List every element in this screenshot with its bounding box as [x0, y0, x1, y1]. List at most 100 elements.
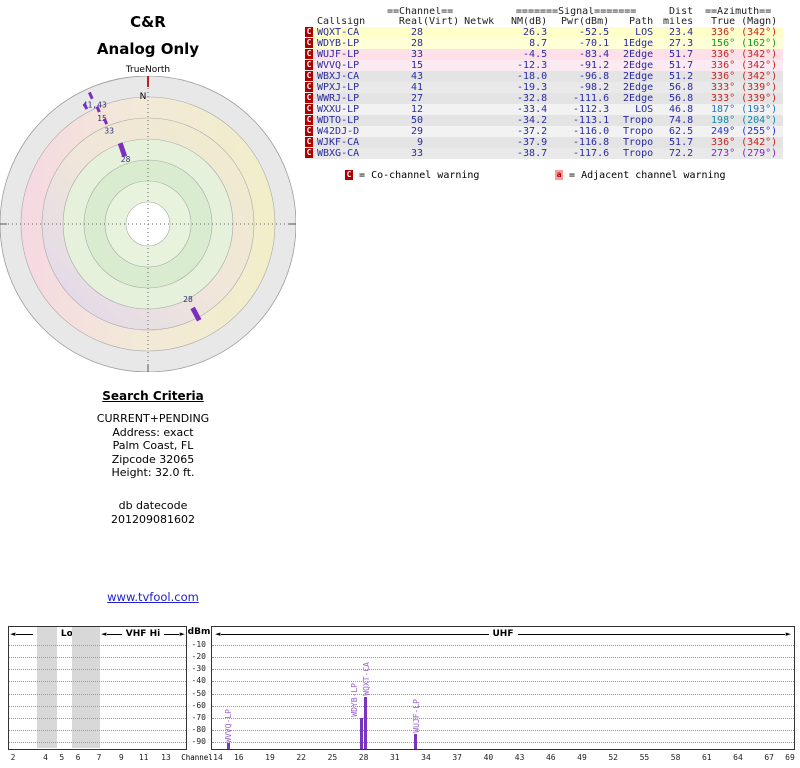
gridline: [9, 729, 186, 731]
vhf-hi-range-arrow: ◄ VHF Hi ►: [101, 628, 185, 640]
channel-tick-label: 11: [138, 753, 149, 762]
col-pwr: Pwr(dBm): [560, 17, 610, 27]
cell-true: 333°: [711, 93, 736, 104]
cell-real: 33: [410, 148, 423, 159]
cell-magn: (339°): [741, 93, 778, 104]
radar-markers: 41,43 15 33 28 28: [83, 91, 202, 322]
cell-true: 187°: [711, 104, 736, 115]
co-channel-warning-icon: C: [305, 27, 313, 37]
cell-path: Tropo: [623, 148, 654, 159]
cell-magn: (204°): [741, 115, 778, 126]
y-axis-tick-label: -90: [191, 737, 206, 746]
table-row: C WDTO-LP 50 -34.2 -113.1 Tropo 74.8 198° (204°): [305, 115, 784, 126]
cell-pwr: -98.2: [579, 82, 610, 93]
cell-real: 28: [410, 27, 423, 38]
station-marker-label: 28: [183, 295, 193, 304]
cell-path: LOS: [635, 104, 654, 115]
station-marker: [95, 105, 101, 113]
cell-warn: C: [305, 115, 317, 126]
arrow-left-icon: ◄: [215, 630, 221, 638]
cell-true: 249°: [711, 126, 736, 137]
azimuth-radar-plot: N 41,43 15 33 28 28: [0, 75, 297, 373]
search-criteria-block: Search Criteria CURRENT+PENDING Address:…: [8, 389, 298, 480]
cell-magn: (342°): [741, 71, 778, 82]
cell-path: Tropo: [623, 137, 654, 148]
co-channel-warning-icon: C: [305, 49, 313, 59]
co-channel-warning-icon: C: [305, 104, 313, 114]
signal-bar-callsign-label: WVVQ-LP: [224, 708, 234, 743]
table-row: C W42DJ-D 29 -37.2 -116.0 Tropo 62.5 249° (255°): [305, 126, 784, 137]
table-row: C WBXG-CA 33 -38.7 -117.6 Tropo 72.2 273° (279°): [305, 148, 784, 159]
cell-miles: 23.4: [669, 27, 694, 38]
cell-miles: 51.2: [669, 71, 694, 82]
gridline: [9, 693, 186, 695]
gridline: [9, 669, 186, 671]
cell-pwr: -113.1: [573, 115, 610, 126]
cell-nm: -19.3: [517, 82, 548, 93]
cell-miles: 27.3: [669, 38, 694, 49]
channel-tick-label: 34: [421, 753, 431, 762]
cell-warn: C: [305, 126, 317, 137]
co-channel-warning-icon: C: [305, 71, 313, 81]
station-marker: [88, 91, 94, 100]
gridline: [212, 681, 794, 683]
cell-magn: (342°): [741, 60, 778, 71]
col-callsign: Callsign: [317, 17, 366, 27]
channel-tick-label: 19: [265, 753, 275, 762]
cell-nm: -32.8: [517, 93, 548, 104]
cell-pwr: -52.5: [579, 27, 610, 38]
y-axis-tick-label: -20: [191, 652, 206, 662]
channel-tick-label: 43: [514, 753, 525, 762]
station-marker: [102, 118, 109, 125]
cell-callsign: WJKF-CA: [317, 137, 360, 148]
cell-pwr: -83.4: [579, 49, 610, 60]
table-group-header-row: ==Channel== =======Signal======= Dist ==…: [305, 7, 783, 17]
station-marker-label: 15: [97, 114, 107, 123]
cell-nm: -18.0: [517, 71, 548, 82]
cell-true: 336°: [711, 60, 736, 71]
gridline: [212, 657, 794, 659]
channel-tick-label: 9: [118, 753, 124, 762]
table-row: C WWRJ-LP 27 -32.8 -111.6 2Edge 56.8 333° (339°): [305, 93, 784, 104]
cell-true: 333°: [711, 82, 736, 93]
adjacent-channel-legend-text: = Adjacent channel warning: [569, 170, 726, 181]
cell-path: 2Edge: [623, 60, 654, 71]
table-column-header-row: Callsign Real (Virt) Netwk NM(dB) Pwr(dB…: [305, 17, 783, 27]
arrow-right-icon: ►: [785, 630, 791, 638]
cell-nm: -37.9: [517, 137, 548, 148]
adjacent-channel-warning-icon: a: [555, 170, 563, 180]
gridline: [212, 669, 794, 671]
cell-path: 1Edge: [623, 38, 654, 49]
arrow-left-icon: ◄: [10, 630, 16, 638]
signal-table: ==Channel== =======Signal======= Dist ==…: [305, 7, 784, 159]
uhf-label: UHF: [492, 629, 514, 639]
cell-nm: -4.5: [523, 49, 548, 60]
search-line: CURRENT+PENDING: [96, 412, 210, 425]
signal-bar: [226, 743, 230, 749]
channel-tick-label: 46: [545, 753, 556, 762]
signal-bar-callsign-label: WUJF-LP: [411, 699, 421, 733]
cell-path: 2Edge: [623, 71, 654, 82]
channel-tick-label: 13: [161, 753, 171, 762]
y-axis-tick-label: -30: [191, 664, 206, 674]
cell-warn: C: [305, 49, 317, 60]
shaded-channel-band: [71, 627, 101, 748]
datecode-label: db datecode: [118, 499, 188, 512]
channel-tick-label: 25: [327, 753, 338, 762]
radar-crosshair: [0, 76, 296, 372]
group-header-signal: =======Signal=======: [515, 7, 637, 17]
cell-magn: (162°): [741, 38, 778, 49]
cell-real: 50: [410, 115, 423, 126]
warning-legend: C = Co-channel warning a = Adjacent chan…: [305, 170, 785, 183]
search-line: Zipcode 32065: [111, 452, 195, 466]
channel-tick-label: 55: [639, 753, 650, 762]
channel-tick-label: 69: [785, 753, 795, 762]
gridline: [212, 742, 794, 743]
tvfool-link[interactable]: www.tvfool.com: [107, 590, 199, 604]
arrow-right-icon: ►: [179, 630, 185, 638]
cell-nm: -38.7: [517, 148, 548, 159]
cell-true: 336°: [711, 137, 736, 148]
signal-bar-callsign-label: WDYB-LP: [349, 683, 359, 717]
cell-pwr: -116.0: [573, 126, 610, 137]
